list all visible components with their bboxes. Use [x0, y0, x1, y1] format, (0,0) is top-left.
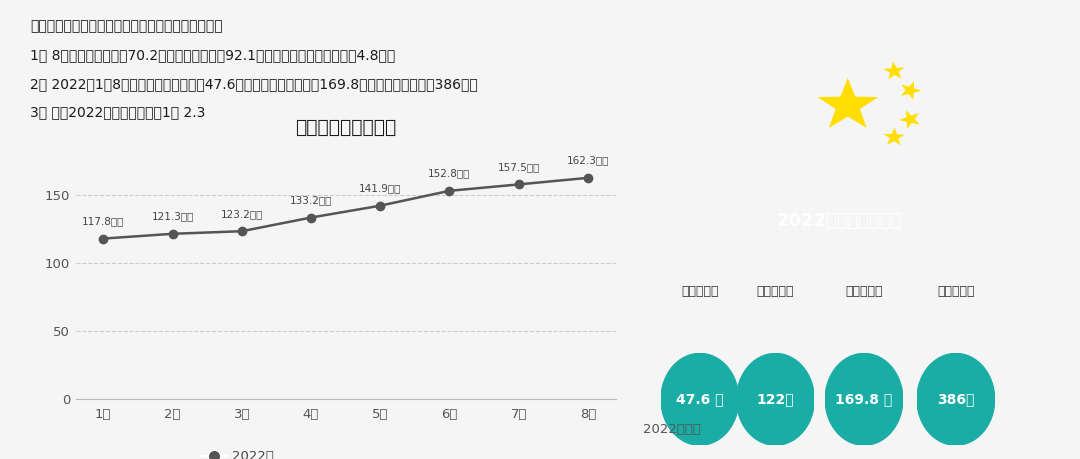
Text: 1） 8月中国直流充电杦70.2万台、交流充电杦92.1万台，单月公共充电桦增加4.8万台: 1） 8月中国直流充电杦70.2万台、交流充电杦92.1万台，单月公共充电桦增加…	[30, 48, 395, 62]
Text: 122万: 122万	[757, 392, 794, 406]
Text: 169.8 万: 169.8 万	[835, 392, 893, 406]
Text: 2） 2022年1～8月，公共充电桦增加了47.6万，总的充电设施增加169.8万，新能源汽车销量386万辆: 2） 2022年1～8月，公共充电桦增加了47.6万，总的充电设施增加169.8…	[30, 77, 478, 91]
Text: 133.2万台: 133.2万台	[289, 195, 333, 205]
Text: 141.9万台: 141.9万台	[359, 183, 402, 193]
Text: 公共充电桦: 公共充电桦	[681, 285, 718, 298]
Polygon shape	[883, 128, 905, 145]
Polygon shape	[818, 78, 878, 128]
Title: 中国的公共充电设施: 中国的公共充电设施	[295, 118, 396, 137]
Polygon shape	[901, 81, 921, 100]
Text: 123.2万台: 123.2万台	[220, 209, 262, 218]
Legend: 2022年: 2022年	[195, 445, 280, 459]
Ellipse shape	[917, 353, 995, 445]
Polygon shape	[899, 110, 919, 129]
Text: 47.6 万: 47.6 万	[676, 392, 724, 406]
Text: 152.8万台: 152.8万台	[429, 168, 471, 178]
Ellipse shape	[825, 353, 903, 445]
Text: 121.3万台: 121.3万台	[151, 211, 193, 221]
Text: 386万: 386万	[937, 392, 974, 406]
Text: 3） 中国2022年桦车增量比为1： 2.3: 3） 中国2022年桦车增量比为1： 2.3	[30, 106, 205, 119]
Text: 117.8万台: 117.8万台	[82, 216, 124, 226]
Text: 新能源汽车: 新能源汽车	[937, 285, 974, 298]
Text: 2022年充电设施增量: 2022年充电设施增量	[778, 213, 902, 230]
Text: 2022年新增: 2022年新增	[643, 423, 701, 436]
Text: 162.3万台: 162.3万台	[567, 155, 609, 165]
Ellipse shape	[661, 353, 739, 445]
Text: 随着电动汽车保有量的提升，公共充电桦的问题凸显: 随着电动汽车保有量的提升，公共充电桦的问题凸显	[30, 19, 222, 34]
Polygon shape	[883, 62, 904, 79]
Text: 总充电设施: 总充电设施	[846, 285, 882, 298]
Text: 157.5万台: 157.5万台	[498, 162, 540, 172]
Ellipse shape	[737, 353, 814, 445]
Text: 私人充电桦: 私人充电桦	[757, 285, 794, 298]
